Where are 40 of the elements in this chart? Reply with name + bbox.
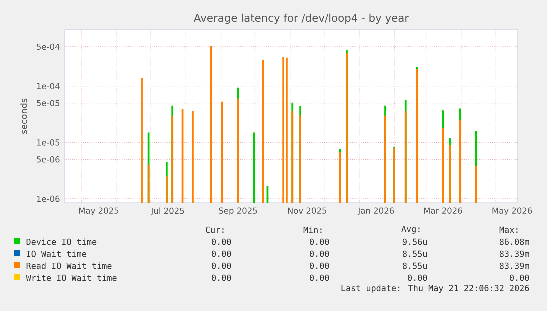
- text: Last update: Thu May 21 22:06:32 2026: [342, 284, 530, 294]
- x-tick-label: Mar 2026: [424, 208, 462, 214]
- x-tick-label: Nov 2025: [288, 208, 327, 214]
- legend-label: IO Wait time: [27, 250, 86, 258]
- text: 83.39m: [500, 250, 530, 258]
- y-tick-label: 1e-06: [37, 196, 60, 202]
- y-tick-label: 5e-05: [37, 100, 60, 106]
- x-tick-label: Sep 2025: [219, 208, 258, 216]
- text: Avg:: [402, 226, 420, 234]
- y-tick-label: 1e-04: [37, 83, 60, 90]
- text: 0.00: [212, 274, 232, 282]
- text: 0.00: [212, 238, 232, 246]
- x-tick-label: May 2025: [79, 208, 119, 216]
- text: Cur:: [206, 226, 224, 234]
- legend-label: Write IO Wait time: [26, 274, 117, 282]
- text: 0.00: [310, 238, 330, 246]
- legend-label: Read IO Wait time: [26, 262, 112, 270]
- chart-title: Average latency for /dev/loop4 - by year: [194, 14, 410, 24]
- text: 0.00: [310, 250, 330, 258]
- legend-label: Device IO time: [26, 238, 97, 246]
- text: 0.00: [212, 262, 232, 270]
- text: 0.00: [310, 262, 330, 270]
- text: Min:: [304, 226, 322, 234]
- x-tick-label: Jan 2026: [358, 208, 394, 216]
- text: 86.08m: [500, 238, 530, 246]
- y-tick-label: 5e-06: [37, 156, 60, 163]
- text: 8.55u: [402, 250, 427, 258]
- text: 8.55u: [402, 262, 427, 270]
- y-axis-title: seconds: [20, 98, 28, 134]
- text: 0.00: [310, 274, 330, 282]
- text: 0.00: [510, 274, 530, 282]
- x-tick-label: May 2026: [492, 208, 532, 216]
- text: 9.56u: [402, 238, 427, 246]
- x-tick-label: Jul 2025: [150, 208, 184, 216]
- text: Max:: [500, 226, 518, 234]
- y-tick-label: 5e-04: [37, 44, 60, 50]
- text: 0.00: [212, 250, 232, 258]
- text: 0.00: [408, 274, 428, 282]
- y-tick-label: 1e-05: [37, 140, 60, 146]
- text: 83.39m: [500, 262, 530, 270]
